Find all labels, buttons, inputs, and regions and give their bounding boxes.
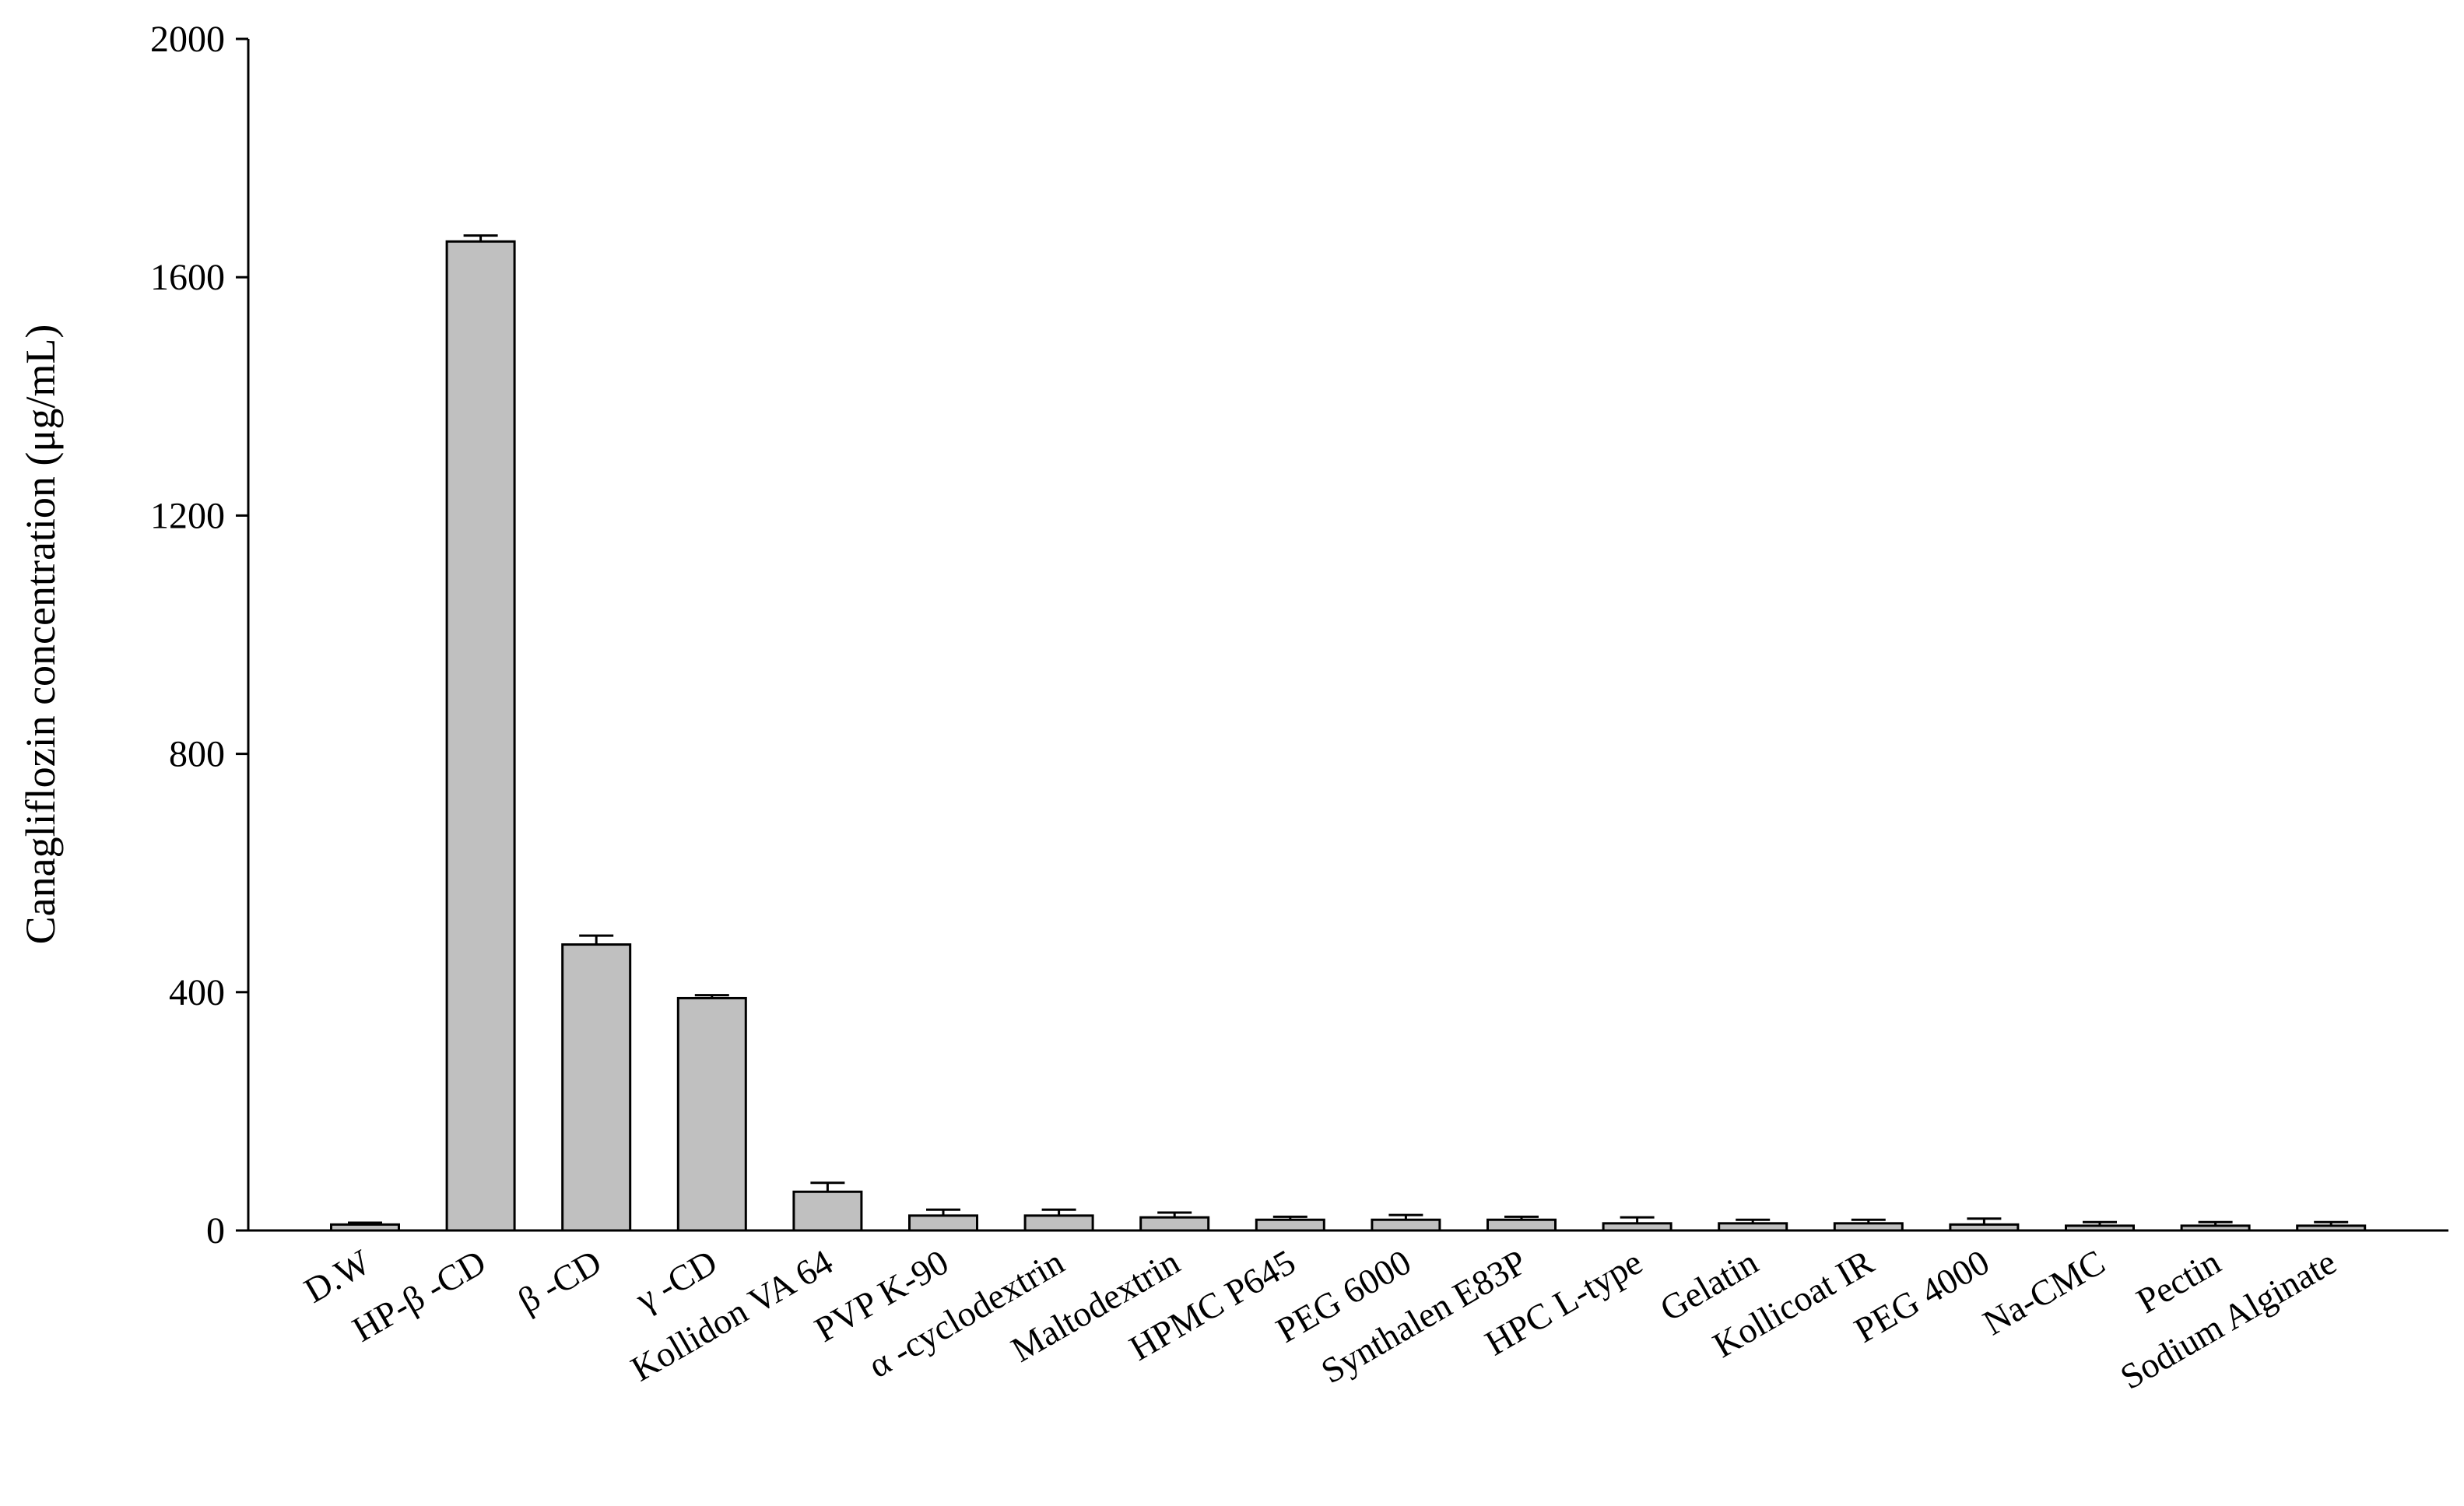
- bar: [792, 1190, 863, 1232]
- y-tick-label: 1600: [150, 257, 225, 298]
- bar: [1486, 1218, 1557, 1232]
- bar: [445, 240, 516, 1232]
- bar: [330, 1223, 400, 1232]
- bar: [1023, 1214, 1094, 1232]
- bar: [1371, 1218, 1441, 1232]
- bar: [1949, 1223, 2020, 1232]
- bar: [676, 996, 747, 1232]
- bar: [908, 1214, 978, 1232]
- bar: [2296, 1224, 2367, 1232]
- bar: [1833, 1222, 1904, 1232]
- x-tick-label: β -CD: [511, 1241, 608, 1320]
- y-axis-label: Canagliflozin concentration (μg/mL): [17, 325, 64, 945]
- y-tick-label: 0: [206, 1210, 225, 1251]
- bar: [1602, 1222, 1673, 1232]
- x-tick-label: α -cyclodextrin: [862, 1241, 1071, 1385]
- x-tick-label: PEG 4000: [1848, 1241, 1995, 1350]
- bar: [2180, 1224, 2251, 1232]
- x-tick-label: Kollidon VA 64: [624, 1241, 839, 1388]
- bar: [561, 943, 632, 1232]
- y-tick-label: 400: [169, 972, 225, 1013]
- y-tick-label: 2000: [150, 19, 225, 60]
- y-tick-label: 800: [169, 734, 225, 775]
- x-tick-label: Na-CMC: [1976, 1241, 2111, 1343]
- bar: [1255, 1218, 1325, 1232]
- bar: [1139, 1216, 1210, 1232]
- x-tick-label: D.W: [297, 1241, 377, 1311]
- y-tick-label: 1200: [150, 495, 225, 536]
- bar: [2065, 1224, 2135, 1232]
- x-tick-label: HP-β -CD: [346, 1241, 493, 1349]
- bar: [1718, 1222, 1788, 1232]
